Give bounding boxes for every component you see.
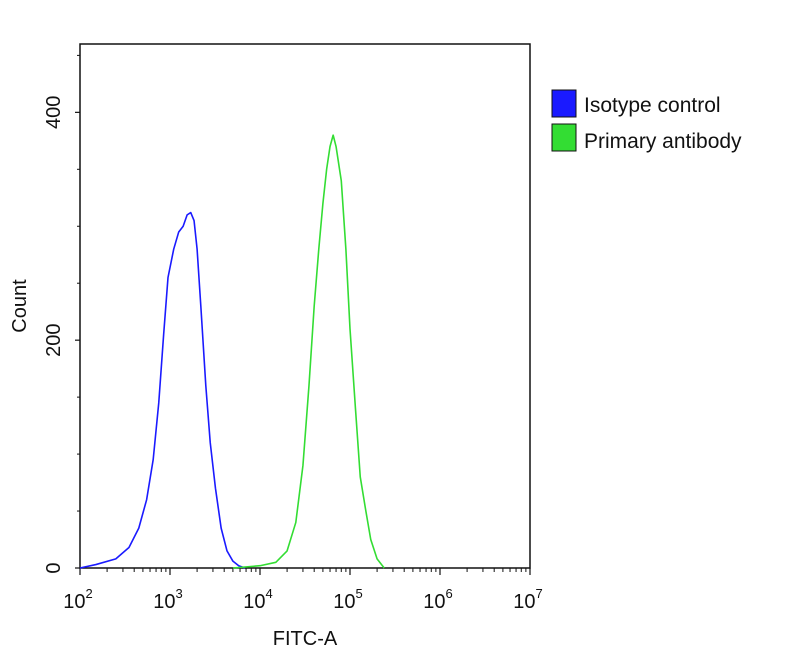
series-layer — [79, 134, 385, 569]
x-tick-label: 106 — [423, 586, 452, 613]
y-tick-label: 0 — [43, 562, 65, 573]
legend-swatch-isotype-control — [551, 89, 577, 118]
y-tick-label: 200 — [43, 323, 65, 356]
x-tick-label: 105 — [333, 586, 362, 613]
x-axis-title: FITC-A — [273, 628, 338, 650]
x-axis: 102 103 104 105 106 107 — [63, 568, 543, 613]
legend-swatch-primary-antibody — [551, 123, 577, 152]
legend-label-isotype-control: Isotype control — [584, 94, 721, 117]
series-line-isotype-control — [79, 211, 246, 569]
legend: Isotype control Primary antibody — [551, 89, 742, 153]
x-tick-label: 107 — [513, 586, 542, 613]
x-tick-label: 102 — [63, 586, 92, 613]
series-line-primary-antibody — [232, 134, 385, 569]
x-tick-label: 104 — [243, 586, 272, 613]
y-tick-label: 400 — [43, 96, 65, 129]
plot-area-frame — [79, 43, 531, 569]
y-axis-title: Count — [9, 279, 31, 333]
legend-label-primary-antibody: Primary antibody — [584, 130, 742, 153]
y-axis: 0 200 400 — [43, 54, 80, 574]
x-tick-label: 103 — [153, 586, 182, 613]
